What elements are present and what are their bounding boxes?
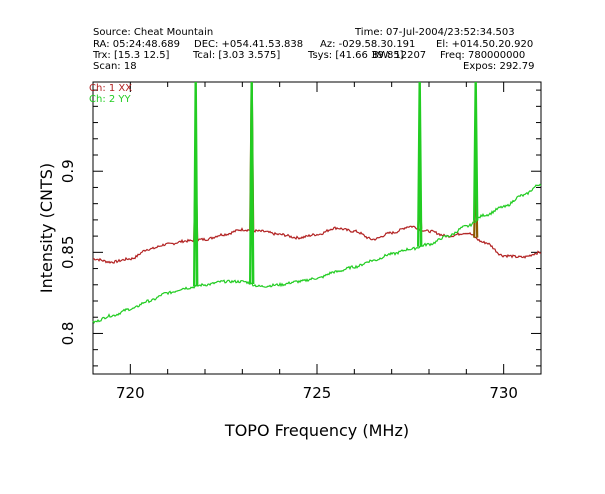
legend-entry-ch1: Ch: 1 XX <box>89 83 132 94</box>
spectral-spike <box>417 81 423 247</box>
x-tick-label: 730 <box>489 384 518 402</box>
x-tick-labels: 720 725 730 <box>116 384 518 402</box>
header-source: Source: Cheat Mountain <box>93 27 214 38</box>
spectral-spike <box>249 81 255 285</box>
y-tick-label: 0.8 <box>59 322 77 346</box>
header-tcal: Tcal: [3.03 3.575] <box>193 50 281 61</box>
y-tick-label: 0.9 <box>59 159 77 183</box>
header-scan: Scan: 18 <box>93 61 137 72</box>
header-az: Az: -029.58.30.191 <box>320 39 416 50</box>
header-trx: Trx: [15.3 12.5] <box>93 50 170 61</box>
series-layer <box>92 81 542 324</box>
header-expos: Expos: 292.79 <box>463 61 535 72</box>
header-freq: Freq: 780000000 <box>440 50 526 61</box>
series-line-2 <box>92 183 542 324</box>
observation-header: Source: Cheat Mountain Time: 07-Jul-2004… <box>0 0 605 80</box>
header-dec: DEC: +054.41.53.838 <box>194 39 304 50</box>
header-ra: RA: 05:24:48.689 <box>93 39 180 50</box>
header-bw: BW: 12207 <box>372 50 427 61</box>
header-el: El: +014.50.20.920 <box>436 39 534 50</box>
axis-ticks <box>92 82 542 374</box>
spectral-spike <box>193 81 199 287</box>
header-tsys: Tsys: [41.66 39.85] <box>308 50 404 61</box>
y-axis-title: Intensity (CNTS) <box>37 163 56 293</box>
x-tick-label: 725 <box>303 384 332 402</box>
spectral-spike <box>473 81 479 221</box>
legend-entry-ch2: Ch: 2 YY <box>89 94 132 105</box>
x-axis-title: TOPO Frequency (MHz) <box>224 421 409 440</box>
y-tick-label: 0.85 <box>59 236 77 269</box>
x-tick-label: 720 <box>116 384 145 402</box>
header-time: Time: 07-Jul-2004/23:52:34.503 <box>355 27 515 38</box>
series-line-1 <box>92 225 541 264</box>
y-tick-labels: 0.8 0.85 0.9 <box>59 159 77 345</box>
